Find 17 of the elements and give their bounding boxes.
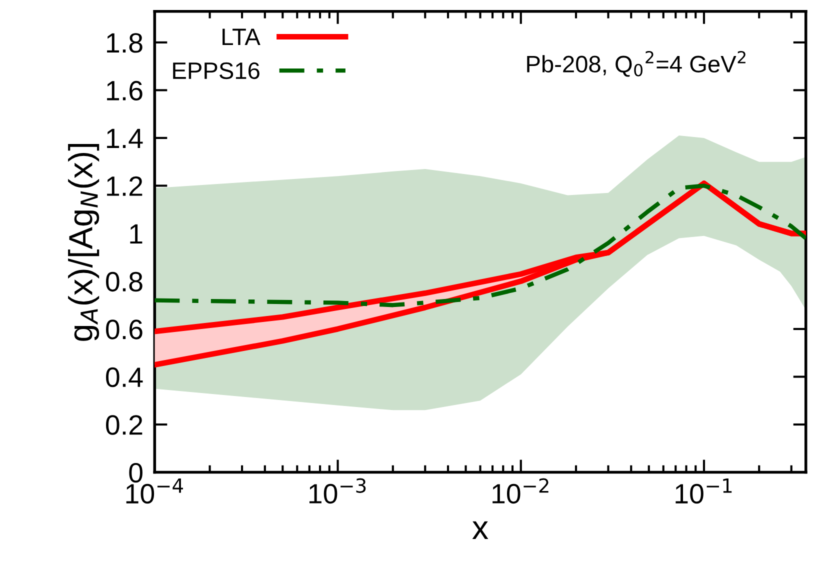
legend-label: LTA [222, 28, 260, 46]
y-tick-label: 1 [130, 224, 142, 244]
y-tick-label: 1.2 [107, 176, 142, 196]
legend-label: EPPS16 [173, 62, 260, 80]
y-tick-label: 0.2 [106, 415, 142, 435]
y-tick-label: 1.4 [107, 128, 143, 148]
y-tick-label: 0.8 [106, 272, 142, 292]
x-tick-label: 10$^{−2}$ [492, 478, 548, 504]
y-tick-label: 0.6 [106, 320, 142, 340]
y-axis-title: g$_{A}$(x)/[Ag$_{N}$(x)] [68, 144, 100, 341]
annotation: Pb-208, Q$_{0}$$^{2}$=4 GeV$^{2}$ [527, 50, 746, 77]
y-tick-label: 0.4 [106, 367, 143, 388]
x-tick-label: 10$^{−3}$ [309, 478, 366, 504]
x-tick-label: 10$^{−1}$ [676, 478, 732, 504]
x-axis-title: x [472, 521, 488, 539]
y-tick-label: 1.8 [107, 33, 142, 53]
y-tick-label: 1.6 [107, 80, 142, 101]
